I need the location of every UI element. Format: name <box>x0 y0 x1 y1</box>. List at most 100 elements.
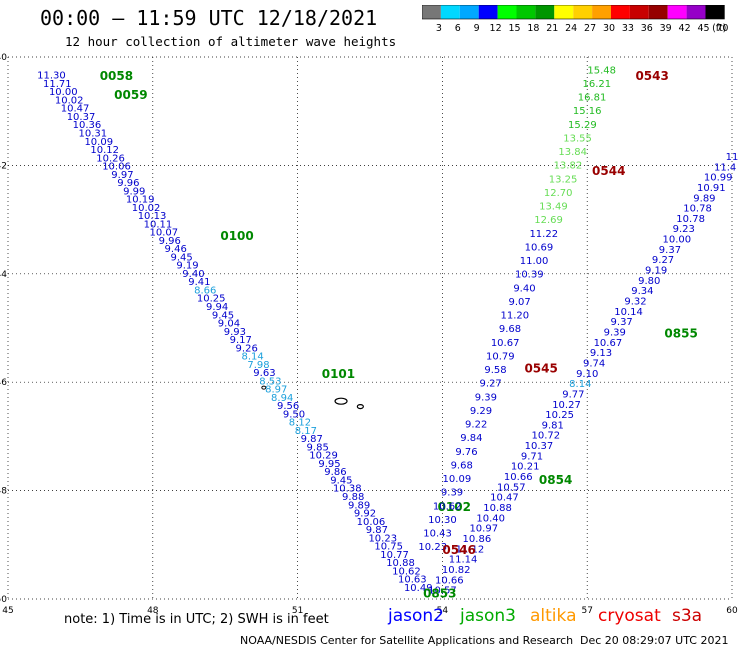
colorbar-label: 42 <box>679 23 691 34</box>
swh-value-label: 10.67 <box>594 338 623 349</box>
swh-value-label: 9.32 <box>624 297 646 308</box>
satellite-legend-s3a: s3a <box>672 606 703 626</box>
swh-value-label: 9.77 <box>562 389 584 400</box>
swh-value-label: 9.22 <box>465 420 487 431</box>
swh-value-label: 9.50 <box>283 409 305 420</box>
island-outline <box>261 385 267 390</box>
swh-value-label: 10.57 <box>428 586 457 597</box>
island-outline <box>334 397 348 405</box>
swh-value-label: 10.72 <box>532 431 561 442</box>
swh-value-label: 11 <box>726 152 739 163</box>
swh-value-label: 8.14 <box>241 352 263 363</box>
swh-value-label: 10.07 <box>150 228 179 239</box>
colorbar-label: 15 <box>508 23 520 34</box>
colorbar-frame <box>422 5 725 20</box>
swh-value-label: 12.69 <box>534 215 563 226</box>
swh-value-label: 9.85 <box>307 442 329 453</box>
swh-value-label: 15.48 <box>587 65 616 76</box>
swh-value-label: 9.23 <box>673 224 695 235</box>
swh-value-label: 9.27 <box>652 255 674 266</box>
colorbar-label: 24 <box>565 23 577 34</box>
colorbar-label: 12 <box>490 23 502 34</box>
pass-time-label: 0058 <box>100 69 133 83</box>
swh-value-label: 15.29 <box>568 120 597 131</box>
swh-value-label: 10.77 <box>380 550 409 561</box>
swh-value-label: 10.26 <box>96 153 125 164</box>
swh-value-label: 9.29 <box>470 406 492 417</box>
color-swatch <box>611 5 630 19</box>
swh-value-label: 10.23 <box>418 542 447 553</box>
pass-time-label: 0543 <box>635 69 668 83</box>
lon-tick-label: 51 <box>292 606 303 616</box>
swh-value-label: 9.04 <box>218 319 240 330</box>
swh-value-label: 10.31 <box>79 129 108 140</box>
swh-value-label: 10.79 <box>486 351 515 362</box>
swh-value-label: 9.56 <box>277 401 299 412</box>
swh-value-label: 9.96 <box>117 178 139 189</box>
pass-time-label: 0100 <box>220 229 253 243</box>
swh-value-label: 16.81 <box>578 93 607 104</box>
satellite-legend-jason2: jason2 <box>388 606 444 626</box>
swh-value-label: 10.25 <box>545 410 574 421</box>
color-swatch <box>459 5 479 19</box>
swh-value-label: 11.4 <box>714 162 736 173</box>
swh-value-label: 10.36 <box>73 120 102 131</box>
island-outline <box>356 403 364 410</box>
swh-value-label: 10.02 <box>132 203 161 214</box>
swh-value-label: 9.81 <box>542 420 564 431</box>
swh-value-label: 10.19 <box>126 195 155 206</box>
swh-value-label: 10.99 <box>704 173 733 184</box>
swh-value-label: 9.34 <box>631 286 653 297</box>
swh-value-label: 9.45 <box>330 475 352 486</box>
swh-value-label: 9.39 <box>475 392 497 403</box>
color-swatch <box>422 5 441 19</box>
swh-value-label: 10.78 <box>676 214 705 225</box>
swh-value-label: 10.25 <box>197 294 226 305</box>
color-swatch <box>440 5 460 19</box>
swh-value-label: 10.47 <box>490 493 519 504</box>
footer-credit: NOAA/NESDIS Center for Satellite Applica… <box>240 634 574 647</box>
pass-time-label: 0545 <box>524 362 557 376</box>
swh-value-label: 9.10 <box>576 369 598 380</box>
swh-value-label: 9.27 <box>480 379 502 390</box>
colorbar-label: 70 <box>716 23 728 34</box>
swh-value-label: 9.26 <box>236 343 258 354</box>
swh-value-label: 10.40 <box>476 513 505 524</box>
swh-value-label: 9.68 <box>451 460 473 471</box>
swh-value-label: 8.53 <box>259 376 281 387</box>
swh-value-label: 9.99 <box>123 186 145 197</box>
swh-value-label: 9.92 <box>354 509 376 520</box>
lon-tick-label: 57 <box>581 606 592 616</box>
swh-value-label: 13.25 <box>549 174 578 185</box>
swh-value-label: 10.00 <box>663 235 692 246</box>
swh-value-label: 8.97 <box>265 385 287 396</box>
swh-value-label: 11.71 <box>43 79 72 90</box>
swh-value-label: 9.74 <box>583 358 605 369</box>
swh-value-label: 10.37 <box>67 112 96 123</box>
swh-value-label: 9.94 <box>206 302 228 313</box>
swh-value-label: 9.13 <box>590 348 612 359</box>
pass-time-label: 0546 <box>442 543 475 557</box>
swh-value-label: 10.38 <box>333 484 362 495</box>
pass-time-label: 0544 <box>592 164 625 178</box>
colorbar-label: 21 <box>546 23 558 34</box>
lat-tick-label: -42 <box>0 161 7 171</box>
swh-value-label: 10.88 <box>386 558 415 569</box>
swh-value-label: 10.75 <box>374 542 403 553</box>
swh-value-label: 10.37 <box>525 441 554 452</box>
swh-value-label: 11.00 <box>520 256 549 267</box>
swh-value-label: 9.37 <box>611 317 633 328</box>
swh-value-label: 9.39 <box>441 488 463 499</box>
swh-value-label: 9.46 <box>165 244 187 255</box>
swh-value-label: 11.22 <box>529 229 558 240</box>
swh-value-label: 10.11 <box>144 219 173 230</box>
swh-value-label: 10.78 <box>683 204 712 215</box>
swh-value-label: 10.62 <box>433 501 462 512</box>
swh-value-label: 10.27 <box>552 400 581 411</box>
swh-value-label: 8.12 <box>289 418 311 429</box>
swh-value-label: 10.39 <box>515 270 544 281</box>
swh-value-label: 10.47 <box>61 104 90 115</box>
pass-time-label: 0854 <box>539 473 572 487</box>
swh-value-label: 10.09 <box>84 137 113 148</box>
